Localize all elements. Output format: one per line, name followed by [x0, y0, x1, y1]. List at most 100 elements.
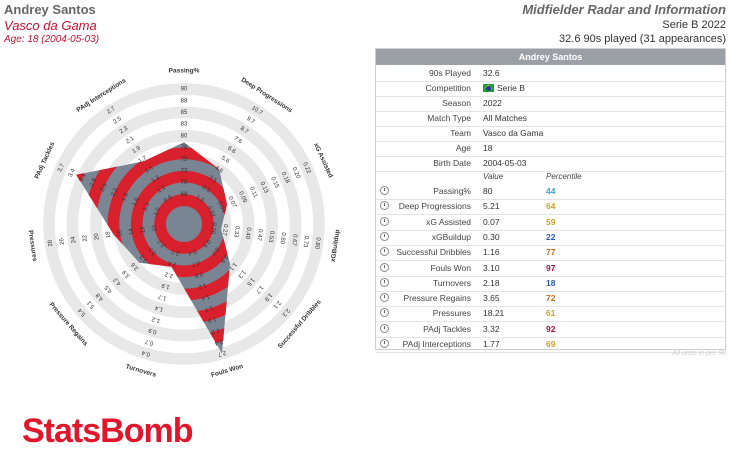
- row-divider: [376, 321, 725, 323]
- row-divider: [376, 96, 725, 97]
- percentile-dial-icon: [380, 339, 389, 348]
- info-row: Competition Serie B: [376, 81, 725, 96]
- tick-label: 1.5: [144, 165, 155, 175]
- metric-row: Deep Progressions 5.21 64: [376, 199, 725, 214]
- metric-row: Passing% 80 44: [376, 184, 725, 199]
- tick-label: 0.9: [193, 270, 203, 278]
- tick-label: 0.22: [301, 162, 312, 176]
- tick-label: 2.1: [125, 135, 136, 145]
- tick-label: 3.6: [130, 260, 140, 271]
- metric-value: 2.18: [483, 277, 500, 288]
- value-column-header: Value: [483, 172, 504, 181]
- tick-label: 1.3: [236, 269, 246, 280]
- team-name: Vasco da Gama: [4, 18, 97, 33]
- metric-percentile: 77: [546, 247, 556, 258]
- radar-stripe: [130, 170, 230, 278]
- tick-label: 1.1: [227, 261, 237, 272]
- row-divider: [376, 141, 725, 142]
- radar-chart: 90 88 85 83 80 78 75 73 70 68 Passing% 10.79.78.77.…: [27, 68, 342, 379]
- info-row: Birth Date 2004-05-03: [376, 156, 725, 171]
- tick-label: 3.3: [139, 253, 149, 264]
- metric-percentile: 97: [546, 262, 556, 273]
- statsbomb-logo: StatsBomb: [22, 412, 193, 450]
- info-value-text: Vasco da Gama: [483, 128, 544, 138]
- tick-label: 16: [117, 229, 124, 237]
- axis-label: Pressures: [27, 230, 38, 262]
- tick-label: 0.09: [237, 191, 248, 205]
- tick-label: 0.20: [209, 222, 217, 235]
- tick-label: 0.7: [190, 259, 200, 267]
- info-value-text: Serie B: [497, 83, 525, 93]
- percentile-dial-icon: [380, 277, 389, 287]
- tick-label: 22: [82, 234, 89, 242]
- metric-label: Successful Dribbles: [396, 247, 471, 258]
- tick-label: 1.7: [138, 155, 149, 165]
- tick-label: 4.6: [214, 165, 225, 175]
- tick-label: 0.53: [267, 230, 275, 243]
- info-row: 90s Played 32.6: [376, 66, 725, 81]
- metric-label: Fouls Won: [430, 262, 471, 273]
- tick-label: 1.2: [151, 315, 161, 323]
- metric-label: PAdj Tackles: [423, 323, 471, 334]
- tick-label: 28: [47, 239, 54, 247]
- tick-label: 5.4: [77, 306, 87, 317]
- row-divider: [376, 229, 725, 231]
- age-text: Age: 18 (2004-05-03): [4, 34, 100, 45]
- tick-label: 2.4: [167, 259, 177, 267]
- tick-label: 20: [94, 232, 101, 240]
- chart-title: Midfielder Radar and Information: [522, 2, 726, 17]
- tick-label: 3.1: [79, 172, 88, 183]
- tick-label: 1.9: [121, 192, 130, 203]
- axis-label: Fouls Won: [210, 363, 244, 379]
- tick-label: 2.7: [106, 106, 117, 116]
- row-divider: [376, 260, 725, 262]
- info-row: Age 18: [376, 141, 725, 156]
- tick-label: 0.7: [209, 246, 219, 257]
- tick-label: 75: [181, 157, 188, 163]
- row-divider: [376, 336, 725, 338]
- tick-label: 4.8: [95, 291, 105, 302]
- metric-value: 5.21: [483, 201, 500, 212]
- info-label: Competition: [425, 83, 471, 93]
- metric-label: xG Assisted: [426, 216, 471, 227]
- info-row: Season 2022: [376, 96, 725, 111]
- info-label: 90s Played: [428, 68, 471, 78]
- axis-label: Turnovers: [125, 363, 157, 379]
- radar-stripe: [154, 194, 214, 254]
- row-divider: [376, 171, 725, 172]
- info-value: 2022: [483, 98, 502, 108]
- tick-label: 0.80: [313, 237, 321, 250]
- percentile-dial-icon: [380, 262, 389, 272]
- tick-label: 3.5: [207, 175, 218, 185]
- info-label: Match Type: [427, 113, 471, 123]
- tick-label: 0.33: [232, 225, 240, 238]
- tick-label: 73: [181, 168, 188, 174]
- tick-label: 0.9: [218, 253, 228, 264]
- tick-label: 8.7: [239, 126, 250, 136]
- tick-label: 2.5: [112, 116, 123, 126]
- metric-row: Pressures 18.21 61: [376, 306, 725, 321]
- metric-value: 0.30: [483, 231, 500, 242]
- tick-label: 1.3: [142, 201, 151, 212]
- row-divider: [376, 199, 725, 200]
- tick-label: 1.4: [200, 293, 210, 301]
- percentile-dial-icon: [380, 201, 389, 211]
- tick-label: 0.18: [280, 171, 291, 185]
- info-panel: Andrey Santos 90s Played 32.6 Competition S…: [375, 48, 726, 353]
- tick-label: 0.20: [291, 166, 302, 180]
- tick-label: 0.15: [269, 176, 280, 190]
- percentile-dial-icon: [380, 186, 389, 195]
- metric-percentile: 64: [546, 201, 556, 212]
- tick-label: 2.5: [201, 185, 212, 195]
- metric-label: Deep Progressions: [398, 201, 471, 212]
- tick-label: 14: [128, 227, 135, 235]
- info-row: Match Type All Matches: [376, 111, 725, 126]
- tick-label: 0.47: [255, 229, 263, 242]
- metric-label: xGBuildup: [431, 231, 471, 242]
- tick-label: 10: [152, 224, 159, 232]
- row-divider: [376, 156, 725, 157]
- tick-label: 68: [181, 192, 188, 198]
- metric-label: Pressure Regains: [403, 293, 471, 304]
- tick-label: 2.3: [280, 307, 290, 318]
- tick-label: 1.0: [153, 206, 162, 217]
